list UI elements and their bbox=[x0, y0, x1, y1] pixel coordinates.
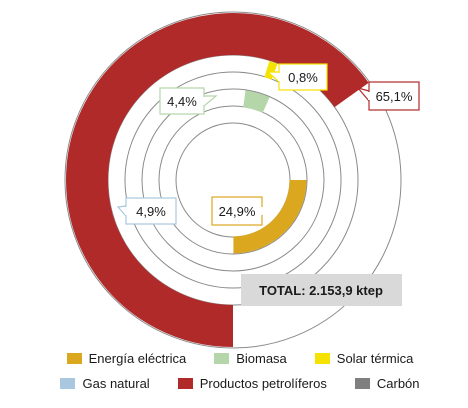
legend-item-energia: Energía eléctrica bbox=[66, 351, 187, 366]
callout-box-petroliferos bbox=[368, 81, 420, 111]
ring-outline-2 bbox=[107, 54, 359, 306]
callout-pointer-gas bbox=[116, 205, 127, 218]
data-label-petroliferos: 65,1% bbox=[376, 89, 413, 104]
ring-outlines bbox=[64, 11, 402, 349]
arc-energia bbox=[233, 179, 307, 254]
total-box: TOTAL: 2.153,9 ktep bbox=[241, 274, 402, 306]
legend-label-petroliferos: Productos petrolíferos bbox=[199, 376, 327, 391]
arc-segments bbox=[66, 13, 369, 347]
ring-outline-1 bbox=[64, 11, 402, 349]
callout-energia: 24,9% bbox=[211, 196, 263, 226]
legend-label-gas: Gas natural bbox=[82, 376, 150, 391]
callout-petroliferos: 65,1% bbox=[356, 81, 420, 111]
legend-label-biomasa: Biomasa bbox=[236, 351, 287, 366]
legend-swatch-biomasa bbox=[214, 353, 230, 364]
legend-swatch-energia bbox=[66, 353, 82, 364]
legend-item-solar: Solar térmica bbox=[314, 351, 414, 366]
callout-pointer-biomasa bbox=[203, 95, 218, 108]
callout-joint-solar bbox=[278, 73, 280, 81]
legend-swatch-petroliferos bbox=[177, 378, 193, 389]
legend-row-2: Gas natural Productos petrolíferos Carbó… bbox=[40, 376, 440, 391]
legend-swatch-gas bbox=[60, 378, 76, 389]
ring-outline-4 bbox=[141, 88, 325, 272]
callout-box-energia bbox=[211, 196, 263, 226]
legend-swatch-carbon bbox=[354, 378, 370, 389]
data-label-biomasa: 4,4% bbox=[167, 94, 197, 109]
data-label-solar: 0,8% bbox=[288, 70, 318, 85]
ring-outline-3 bbox=[124, 71, 342, 289]
callout-biomasa: 4,4% bbox=[159, 87, 218, 115]
arc-solar bbox=[264, 60, 278, 80]
legend-item-biomasa: Biomasa bbox=[214, 351, 287, 366]
data-label-gas: 4,9% bbox=[136, 204, 166, 219]
legend-item-carbon: Carbón bbox=[354, 376, 420, 391]
data-label-energia: 24,9% bbox=[219, 204, 256, 219]
callout-pointer-petroliferos bbox=[356, 86, 370, 103]
total-box-bg bbox=[241, 274, 402, 306]
arc-petroliferos bbox=[66, 13, 369, 347]
callout-solar: 0,8% bbox=[266, 63, 328, 91]
ring-outline-6 bbox=[175, 122, 291, 238]
callout-joint-gas bbox=[125, 207, 127, 215]
legend-item-gas: Gas natural bbox=[60, 376, 150, 391]
legend-item-petroliferos: Productos petrolíferos bbox=[177, 376, 327, 391]
arc-biomasa bbox=[242, 90, 270, 113]
legend-swatch-solar bbox=[314, 353, 330, 364]
callout-box-solar bbox=[278, 63, 328, 91]
callout-joint-petroliferos bbox=[368, 92, 370, 100]
ring-outline-5 bbox=[158, 105, 308, 255]
callout-box-biomasa bbox=[159, 87, 205, 115]
callout-gas: 4,9% bbox=[116, 197, 177, 225]
total-label: TOTAL: 2.153,9 ktep bbox=[259, 283, 383, 298]
callout-joint-biomasa bbox=[203, 97, 205, 105]
legend-label-solar: Solar térmica bbox=[336, 351, 414, 366]
callout-box-gas bbox=[125, 197, 177, 225]
legend-row-1: Energía eléctrica Biomasa Solar térmica bbox=[40, 351, 440, 366]
callout-labels: 24,9% 4,4% 0,8% 4,9% 65,1% bbox=[116, 63, 420, 226]
legend-label-energia: Energía eléctrica bbox=[88, 351, 187, 366]
legend-label-carbon: Carbón bbox=[376, 376, 420, 391]
callout-joint-energia bbox=[261, 207, 263, 215]
